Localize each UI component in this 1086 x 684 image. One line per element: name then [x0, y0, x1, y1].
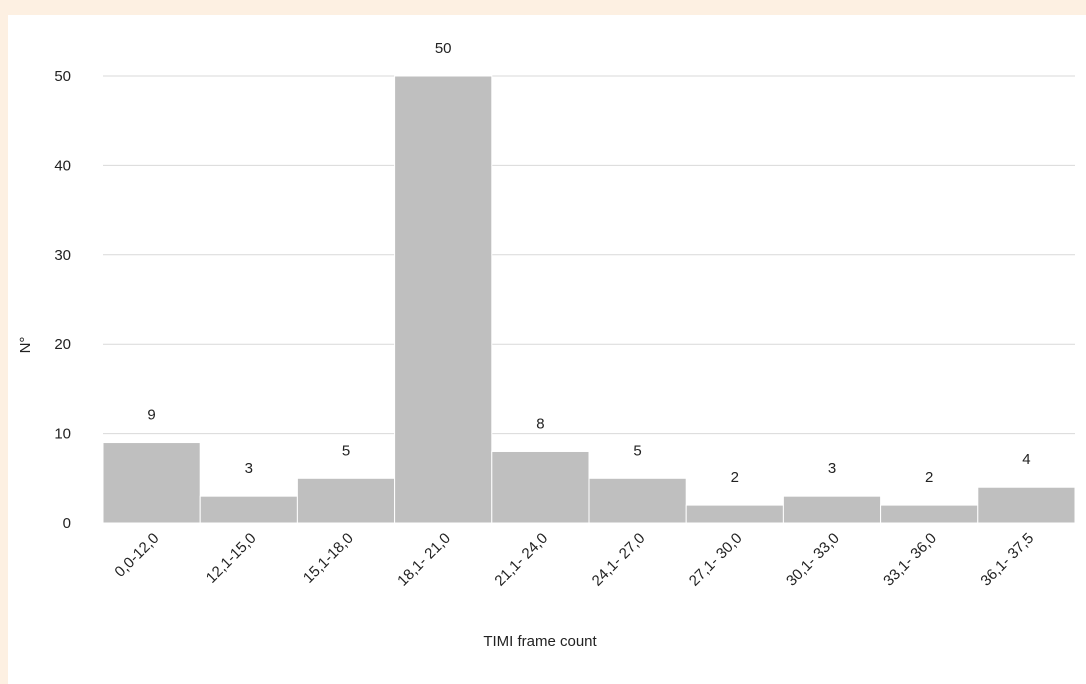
bar [102, 442, 201, 524]
chart-panel: 0 10 20 30 40 50 0,0-12,0 12,1-15,0 15,1-18,0 18… [8, 15, 1086, 684]
data-label: 5 [633, 442, 641, 459]
x-tick-label: 24,1- 27,0 [589, 530, 649, 590]
data-label: 8 [536, 415, 544, 432]
x-tick-label: 15,1-18,0 [300, 530, 357, 587]
bars [102, 75, 1076, 524]
x-tick-label: 0,0-12,0 [111, 530, 162, 581]
y-axis-title: N° [17, 337, 34, 354]
y-tick-label: 30 [54, 247, 71, 264]
data-label: 3 [828, 460, 836, 477]
x-tick-label: 21,1- 24,0 [491, 530, 551, 590]
x-axis-ticks: 0,0-12,0 12,1-15,0 15,1-18,0 18,1- 21,0 21,1… [111, 530, 1037, 590]
bar [977, 486, 1076, 524]
x-tick-label: 36,1- 37,5 [977, 530, 1037, 590]
data-label: 5 [342, 442, 350, 459]
y-tick-label: 20 [54, 336, 71, 353]
bar [296, 477, 396, 524]
bar [782, 495, 882, 524]
data-label: 9 [147, 407, 155, 424]
data-label: 2 [731, 469, 739, 486]
y-tick-label: 0 [63, 515, 71, 532]
y-axis-ticks: 0 10 20 30 40 50 [54, 68, 71, 532]
data-label: 2 [925, 469, 933, 486]
y-tick-label: 40 [54, 157, 71, 174]
x-tick-label: 12,1-15,0 [203, 530, 260, 587]
x-tick-label: 30,1- 33,0 [783, 530, 843, 590]
x-tick-label: 33,1- 36,0 [880, 530, 940, 590]
x-tick-label: 18,1- 21,0 [394, 530, 454, 590]
bar [394, 75, 493, 524]
data-label: 50 [435, 40, 452, 57]
y-tick-label: 10 [54, 426, 71, 443]
bar [880, 504, 979, 524]
data-label: 4 [1022, 451, 1030, 468]
histogram-chart: 0 10 20 30 40 50 0,0-12,0 12,1-15,0 15,1-18,0 18… [17, 40, 1076, 650]
bar [199, 495, 298, 524]
bar [588, 477, 687, 524]
bar [685, 504, 784, 524]
data-labels: 9 3 5 50 8 5 2 3 2 4 [147, 40, 1030, 486]
x-tick-label: 27,1- 30,0 [686, 530, 746, 590]
bar [491, 450, 590, 524]
y-tick-label: 50 [54, 68, 71, 85]
x-axis-title: TIMI frame count [483, 633, 597, 650]
data-label: 3 [245, 460, 253, 477]
